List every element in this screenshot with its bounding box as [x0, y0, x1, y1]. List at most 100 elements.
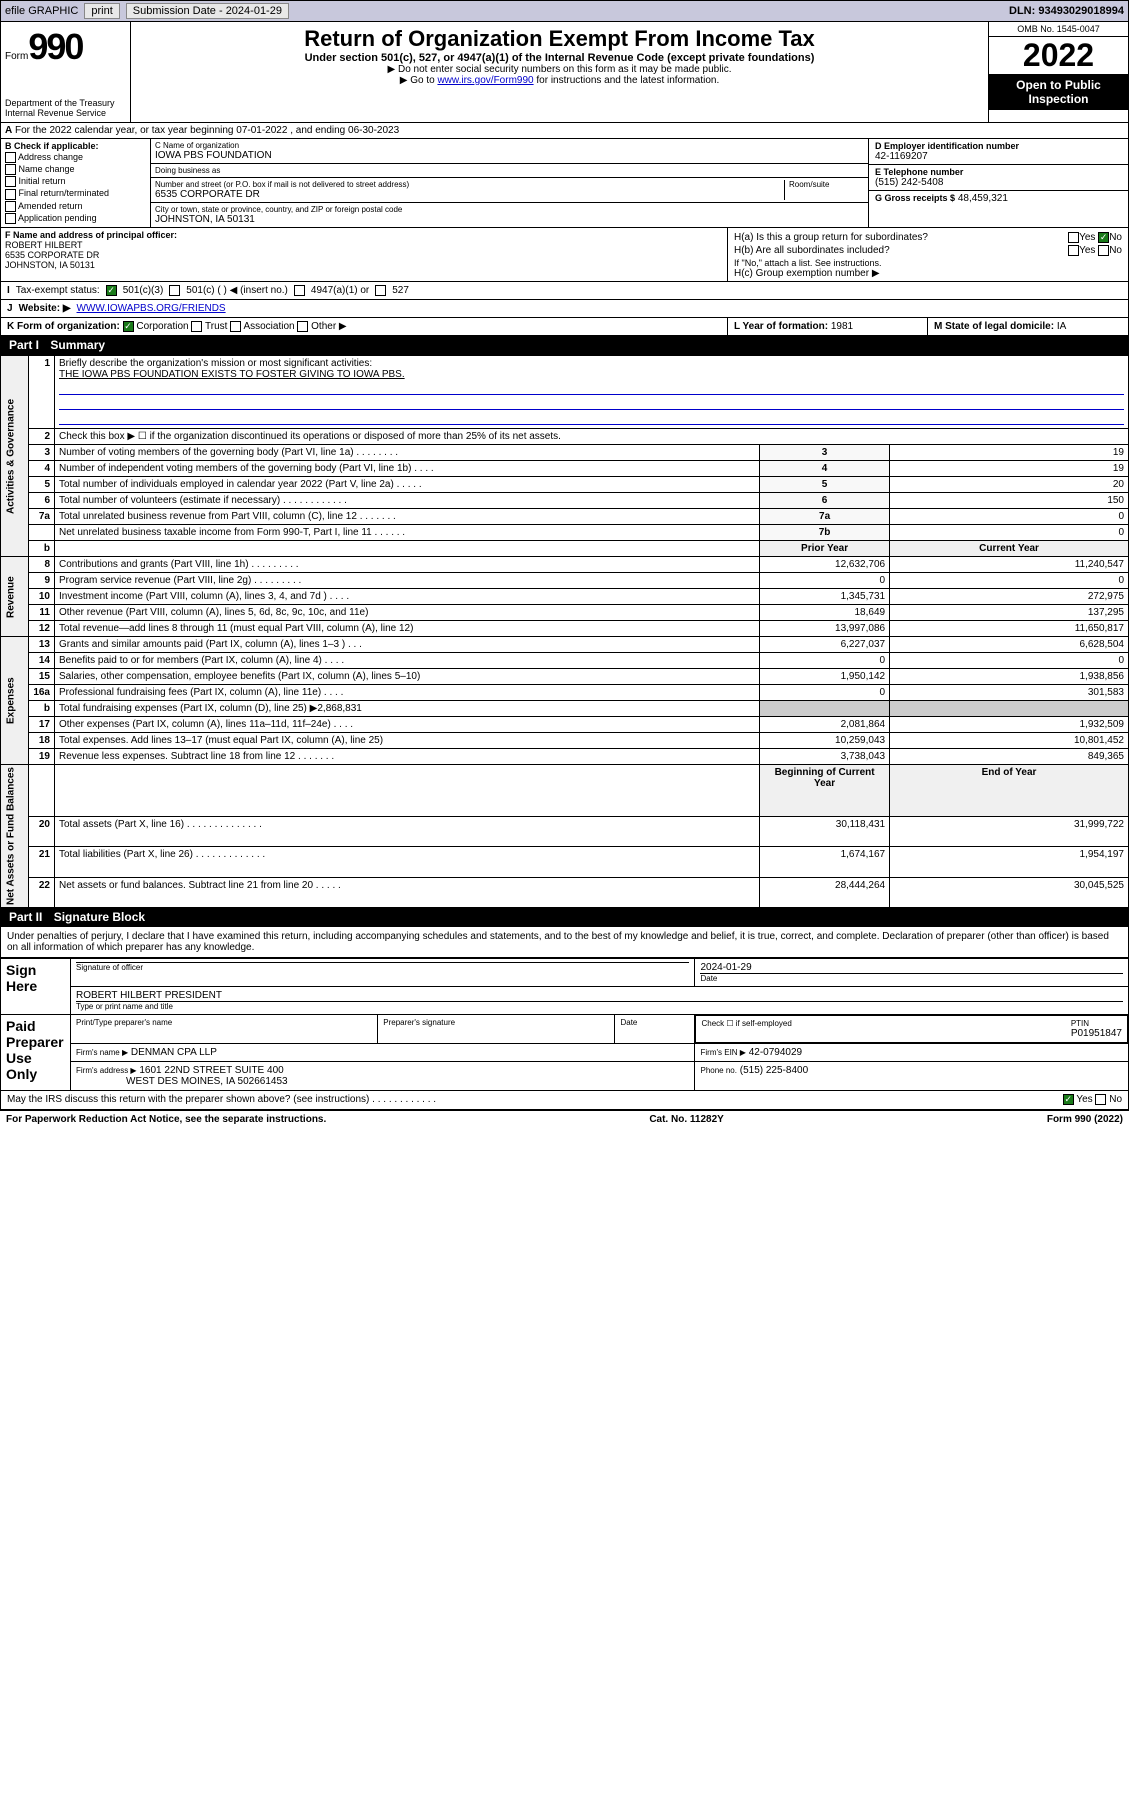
row-a: A For the 2022 calendar year, or tax yea… — [0, 123, 1129, 139]
table-row: 3Number of voting members of the governi… — [1, 445, 1129, 461]
table-row: 11Other revenue (Part VIII, column (A), … — [1, 605, 1129, 621]
row-klm: K Form of organization: Corporation Trus… — [0, 318, 1129, 336]
year-formation: 1981 — [831, 321, 853, 332]
firm-phone: (515) 225-8400 — [740, 1065, 808, 1076]
cb-address-change[interactable]: Address change — [5, 152, 146, 163]
cb-trust[interactable] — [191, 321, 202, 332]
street-address: 6535 CORPORATE DR — [155, 189, 784, 200]
dln-label: DLN: 93493029018994 — [1009, 5, 1124, 17]
open-public-label: Open to Public Inspection — [989, 74, 1128, 110]
table-row: 17Other expenses (Part IX, column (A), l… — [1, 717, 1129, 733]
note2: ▶ Go to www.irs.gov/Form990 for instruct… — [139, 75, 980, 86]
section-bcd: B Check if applicable: Address change Na… — [0, 139, 1129, 228]
part1-header: Part I Summary — [0, 336, 1129, 355]
tab-revenue: Revenue — [1, 557, 29, 637]
form-header: Form990 Department of the Treasury Inter… — [0, 22, 1129, 123]
cb-discuss-yes[interactable] — [1063, 1094, 1074, 1105]
col-b: B Check if applicable: Address change Na… — [1, 139, 151, 227]
cb-501c3[interactable] — [106, 285, 117, 296]
table-row: 16aProfessional fundraising fees (Part I… — [1, 685, 1129, 701]
part2-header: Part II Signature Block — [0, 908, 1129, 927]
print-button[interactable]: print — [84, 3, 119, 19]
table-row: 4Number of independent voting members of… — [1, 461, 1129, 477]
ein: 42-1169207 — [875, 151, 1122, 162]
year-box: OMB No. 1545-0047 2022 Open to Public In… — [988, 22, 1128, 122]
table-row: 19Revenue less expenses. Subtract line 1… — [1, 749, 1129, 765]
table-row: Net unrelated business taxable income fr… — [1, 525, 1129, 541]
row-j: J Website: ▶ WWW.IOWAPBS.ORG/FRIENDS — [0, 300, 1129, 318]
efile-label: efile GRAPHIC — [5, 5, 78, 17]
cb-other[interactable] — [297, 321, 308, 332]
sign-here-label: Sign Here — [1, 959, 71, 1015]
tax-year: 2022 — [989, 37, 1128, 74]
cb-discuss-no[interactable] — [1095, 1094, 1106, 1105]
cb-application-pending[interactable]: Application pending — [5, 213, 146, 224]
cb-501c[interactable] — [169, 285, 180, 296]
topbar: efile GRAPHIC print Submission Date - 20… — [0, 0, 1129, 22]
table-row: 6Total number of volunteers (estimate if… — [1, 493, 1129, 509]
table-row: 7aTotal unrelated business revenue from … — [1, 509, 1129, 525]
officer-addr1: 6535 CORPORATE DR — [5, 250, 723, 260]
city-state-zip: JOHNSTON, IA 50131 — [155, 214, 864, 225]
cb-527[interactable] — [375, 285, 386, 296]
paid-preparer-label: Paid Preparer Use Only — [1, 1015, 71, 1091]
tab-governance: Activities & Governance — [1, 356, 29, 557]
table-row: 15Salaries, other compensation, employee… — [1, 669, 1129, 685]
cat-no: Cat. No. 11282Y — [649, 1114, 723, 1125]
website-link[interactable]: WWW.IOWAPBS.ORG/FRIENDS — [77, 303, 226, 314]
sig-date: 2024-01-29 — [700, 962, 1123, 973]
irs-link[interactable]: www.irs.gov/Form990 — [437, 75, 533, 86]
irs-discuss-row: May the IRS discuss this return with the… — [0, 1091, 1129, 1109]
firm-addr1: 1601 22ND STREET SUITE 400 — [139, 1065, 283, 1076]
col-d: D Employer identification number42-11692… — [868, 139, 1128, 227]
table-row: 14Benefits paid to or for members (Part … — [1, 653, 1129, 669]
org-name: IOWA PBS FOUNDATION — [155, 150, 864, 161]
table-row: 20Total assets (Part X, line 16) . . . .… — [1, 816, 1129, 847]
cb-initial-return[interactable]: Initial return — [5, 176, 146, 187]
title-box: Return of Organization Exempt From Incom… — [131, 22, 988, 122]
subtitle: Under section 501(c), 527, or 4947(a)(1)… — [139, 52, 980, 64]
submission-date-button[interactable]: Submission Date - 2024-01-29 — [126, 3, 289, 19]
officer-name: ROBERT HILBERT — [5, 240, 723, 250]
form-990-number: 990 — [28, 26, 82, 67]
tab-net-assets: Net Assets or Fund Balances — [1, 765, 29, 908]
section-fh: F Name and address of principal officer:… — [0, 228, 1129, 282]
cb-name-change[interactable]: Name change — [5, 164, 146, 175]
col-b-heading: B Check if applicable: — [5, 141, 146, 151]
row-i: I Tax-exempt status: 501(c)(3) 501(c) ( … — [0, 282, 1129, 300]
cb-4947[interactable] — [294, 285, 305, 296]
cb-corporation[interactable] — [123, 321, 134, 332]
note1: ▶ Do not enter social security numbers o… — [139, 64, 980, 75]
footer: For Paperwork Reduction Act Notice, see … — [0, 1110, 1129, 1128]
firm-addr2: WEST DES MOINES, IA 502661453 — [126, 1076, 288, 1087]
form-ref: Form 990 (2022) — [1047, 1114, 1123, 1125]
cb-association[interactable] — [230, 321, 241, 332]
table-row: 22Net assets or fund balances. Subtract … — [1, 877, 1129, 908]
table-row: 10Investment income (Part VIII, column (… — [1, 589, 1129, 605]
firm-name: DENMAN CPA LLP — [131, 1047, 217, 1058]
gross-receipts: 48,459,321 — [958, 193, 1008, 204]
signature-table: Sign Here Signature of officer 2024-01-2… — [0, 958, 1129, 1091]
cb-final-return[interactable]: Final return/terminated — [5, 188, 146, 199]
form-number-box: Form990 Department of the Treasury Inter… — [1, 22, 131, 122]
col-f: F Name and address of principal officer:… — [1, 228, 728, 281]
omb-label: OMB No. 1545-0047 — [989, 22, 1128, 37]
col-h: H(a) Is this a group return for subordin… — [728, 228, 1128, 281]
table-row: 18Total expenses. Add lines 13–17 (must … — [1, 733, 1129, 749]
summary-table: Activities & Governance 1 Briefly descri… — [0, 355, 1129, 908]
table-row: 9Program service revenue (Part VIII, lin… — [1, 573, 1129, 589]
cb-amended[interactable]: Amended return — [5, 201, 146, 212]
officer-addr2: JOHNSTON, IA 50131 — [5, 260, 723, 270]
table-row: 21Total liabilities (Part X, line 26) . … — [1, 847, 1129, 878]
telephone: (515) 242-5408 — [875, 177, 1122, 188]
form-label: Form — [5, 51, 28, 62]
table-row: 12Total revenue—add lines 8 through 11 (… — [1, 621, 1129, 637]
officer-name-title: ROBERT HILBERT PRESIDENT — [76, 990, 1123, 1001]
dept-label: Department of the Treasury Internal Reve… — [5, 98, 126, 118]
firm-ein: 42-0794029 — [749, 1047, 802, 1058]
mission-text: THE IOWA PBS FOUNDATION EXISTS TO FOSTER… — [59, 369, 405, 380]
tab-expenses: Expenses — [1, 637, 29, 765]
state-domicile: IA — [1057, 321, 1066, 332]
table-row: bTotal fundraising expenses (Part IX, co… — [1, 701, 1129, 717]
col-c: C Name of organizationIOWA PBS FOUNDATIO… — [151, 139, 868, 227]
